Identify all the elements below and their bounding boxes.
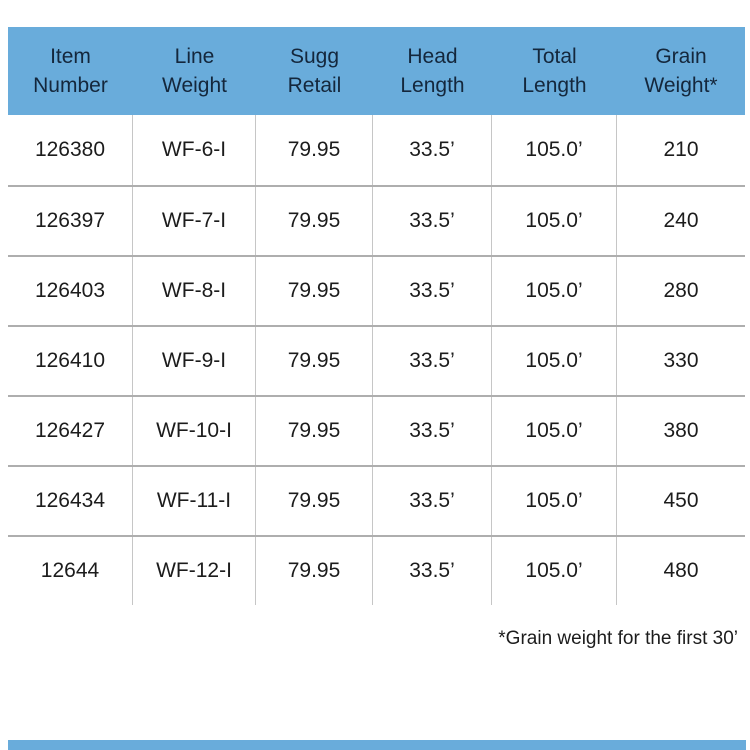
column-header-line: Length bbox=[400, 74, 465, 97]
cell-grain-weight: 240 bbox=[663, 209, 699, 232]
cell-line-weight: WF-7-I bbox=[133, 187, 256, 255]
cell-total-length: 105.0’ bbox=[492, 115, 617, 185]
column-header-line: Head bbox=[407, 45, 458, 68]
column-header-line: Length bbox=[522, 74, 587, 97]
cell-head-length: 33.5’ bbox=[373, 257, 492, 325]
cell-line-weight: WF-6-I bbox=[133, 115, 256, 185]
cell-total-length: 105.0’ bbox=[492, 257, 617, 325]
cell-head-length: 33.5’ bbox=[373, 115, 492, 185]
table-row: 126380 WF-6-I 79.95 33.5’ 105.0’ 210 bbox=[8, 115, 745, 185]
column-header-line: Sugg bbox=[289, 45, 340, 68]
cell-grain-weight: 450 bbox=[663, 489, 699, 512]
cell-total-length: 105.0’ bbox=[492, 327, 617, 395]
cell-grain-weight: 210 bbox=[663, 138, 699, 161]
cell-line-weight: WF-12-I bbox=[133, 537, 256, 605]
table-row: 126397 WF-7-I 79.95 33.5’ 105.0’ 240 bbox=[8, 185, 745, 255]
cell-sugg-retail: 79.95 bbox=[256, 257, 373, 325]
cell-item-number: 126434 bbox=[8, 467, 133, 535]
cell-head-length: 33.5’ bbox=[373, 187, 492, 255]
column-header-line: Weight bbox=[162, 74, 227, 97]
cell-grain-weight: 380 bbox=[663, 419, 699, 442]
next-table-header-edge bbox=[8, 740, 746, 750]
cell-line-weight: WF-11-I bbox=[133, 467, 256, 535]
column-header-line: Number bbox=[33, 74, 108, 97]
grain-weight-footnote: *Grain weight for the first 30’ bbox=[498, 628, 738, 649]
cell-head-length: 33.5’ bbox=[373, 397, 492, 465]
column-header-line: Retail bbox=[287, 74, 342, 97]
table-row: 126403 WF-8-I 79.95 33.5’ 105.0’ 280 bbox=[8, 255, 745, 325]
cell-grain-weight: 330 bbox=[663, 349, 699, 372]
cell-line-weight: WF-8-I bbox=[133, 257, 256, 325]
cell-item-number: 12644 bbox=[8, 537, 133, 605]
table-row: 126410 WF-9-I 79.95 33.5’ 105.0’ 330 bbox=[8, 325, 745, 395]
cell-sugg-retail: 79.95 bbox=[256, 467, 373, 535]
cell-total-length: 105.0’ bbox=[492, 187, 617, 255]
cell-line-weight: WF-9-I bbox=[133, 327, 256, 395]
cell-item-number: 126403 bbox=[8, 257, 133, 325]
cell-grain-weight: 480 bbox=[663, 559, 699, 582]
fly-line-spec-table: Item Number Line Weight Sugg Retail Head… bbox=[8, 27, 745, 605]
column-header-item-number: Item Number bbox=[8, 27, 133, 115]
cell-total-length: 105.0’ bbox=[492, 467, 617, 535]
table-row: 126434 WF-11-I 79.95 33.5’ 105.0’ 450 bbox=[8, 465, 745, 535]
column-header-line: Total bbox=[532, 45, 577, 68]
cell-grain-weight: 280 bbox=[663, 279, 699, 302]
table-row: 126427 WF-10-I 79.95 33.5’ 105.0’ 380 bbox=[8, 395, 745, 465]
cell-sugg-retail: 79.95 bbox=[256, 115, 373, 185]
cell-item-number: 126397 bbox=[8, 187, 133, 255]
cell-sugg-retail: 79.95 bbox=[256, 397, 373, 465]
cell-item-number: 126380 bbox=[8, 115, 133, 185]
cell-item-number: 126410 bbox=[8, 327, 133, 395]
cell-head-length: 33.5’ bbox=[373, 467, 492, 535]
column-header-head-length: Head Length bbox=[373, 27, 492, 115]
cell-head-length: 33.5’ bbox=[373, 537, 492, 605]
cell-total-length: 105.0’ bbox=[492, 397, 617, 465]
cell-sugg-retail: 79.95 bbox=[256, 187, 373, 255]
cell-line-weight: WF-10-I bbox=[133, 397, 256, 465]
column-header-line: Grain bbox=[655, 45, 707, 68]
column-header-line: Weight* bbox=[644, 74, 718, 97]
table-header-row: Item Number Line Weight Sugg Retail Head… bbox=[8, 27, 745, 115]
cell-item-number: 126427 bbox=[8, 397, 133, 465]
column-header-line: Item bbox=[50, 45, 91, 68]
column-header-line-weight: Line Weight bbox=[133, 27, 256, 115]
cell-sugg-retail: 79.95 bbox=[256, 537, 373, 605]
column-header-grain-weight: Grain Weight* bbox=[617, 27, 745, 115]
cell-total-length: 105.0’ bbox=[492, 537, 617, 605]
cell-head-length: 33.5’ bbox=[373, 327, 492, 395]
column-header-total-length: Total Length bbox=[492, 27, 617, 115]
cell-sugg-retail: 79.95 bbox=[256, 327, 373, 395]
table-row: 12644 WF-12-I 79.95 33.5’ 105.0’ 480 bbox=[8, 535, 745, 605]
column-header-line: Line bbox=[174, 45, 215, 68]
column-header-sugg-retail: Sugg Retail bbox=[256, 27, 373, 115]
